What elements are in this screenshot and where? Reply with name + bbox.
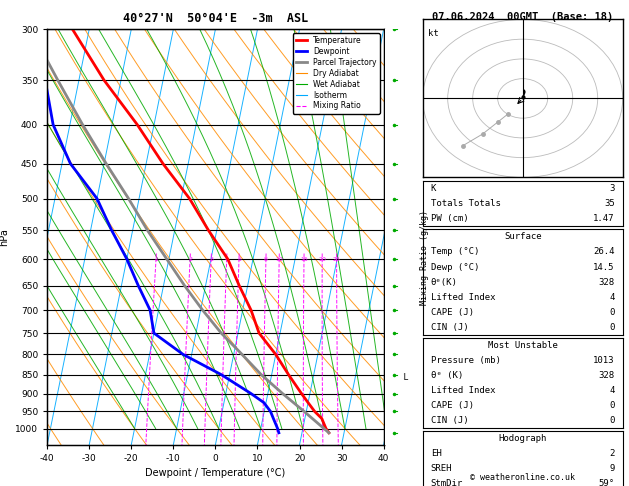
Text: 25: 25: [333, 257, 340, 261]
Text: 0: 0: [610, 323, 615, 332]
Text: Most Unstable: Most Unstable: [487, 341, 558, 350]
Text: 59°: 59°: [599, 479, 615, 486]
Text: 0: 0: [610, 308, 615, 317]
Text: © weatheronline.co.uk: © weatheronline.co.uk: [470, 473, 575, 482]
Text: 40°27'N  50°04'E  -3m  ASL: 40°27'N 50°04'E -3m ASL: [123, 12, 308, 25]
Text: 4: 4: [610, 293, 615, 302]
Text: 2: 2: [610, 449, 615, 458]
Text: K: K: [431, 184, 436, 193]
Text: Dewp (°C): Dewp (°C): [431, 262, 479, 272]
Text: 5: 5: [237, 257, 241, 261]
Text: 0: 0: [610, 416, 615, 425]
Text: 0: 0: [610, 401, 615, 410]
Text: Surface: Surface: [504, 232, 542, 242]
Text: EH: EH: [431, 449, 442, 458]
Text: CIN (J): CIN (J): [431, 323, 469, 332]
X-axis label: Dewpoint / Temperature (°C): Dewpoint / Temperature (°C): [145, 469, 286, 478]
Text: θᵉ (K): θᵉ (K): [431, 371, 463, 380]
Text: 14.5: 14.5: [593, 262, 615, 272]
Text: 3: 3: [209, 257, 213, 261]
Text: SREH: SREH: [431, 464, 452, 473]
Text: 15: 15: [300, 257, 308, 261]
Text: 328: 328: [599, 371, 615, 380]
Text: 07.06.2024  00GMT  (Base: 18): 07.06.2024 00GMT (Base: 18): [432, 12, 613, 22]
Text: 1.47: 1.47: [593, 214, 615, 224]
Y-axis label: hPa: hPa: [0, 228, 9, 246]
Text: StmDir: StmDir: [431, 479, 463, 486]
Text: CAPE (J): CAPE (J): [431, 401, 474, 410]
Text: 20: 20: [318, 257, 326, 261]
Text: 3: 3: [610, 184, 615, 193]
Text: PW (cm): PW (cm): [431, 214, 469, 224]
Text: CIN (J): CIN (J): [431, 416, 469, 425]
Text: Lifted Index: Lifted Index: [431, 386, 495, 395]
Text: kt: kt: [428, 29, 438, 38]
Text: 4: 4: [610, 386, 615, 395]
Text: Hodograph: Hodograph: [499, 434, 547, 443]
Text: 1013: 1013: [593, 356, 615, 365]
Text: Temp (°C): Temp (°C): [431, 247, 479, 257]
Text: 9: 9: [610, 464, 615, 473]
Text: 4: 4: [225, 257, 229, 261]
Text: 2: 2: [188, 257, 192, 261]
Text: Pressure (mb): Pressure (mb): [431, 356, 501, 365]
Text: Lifted Index: Lifted Index: [431, 293, 495, 302]
Text: 10: 10: [276, 257, 283, 261]
Text: Mixing Ratio (g/kg): Mixing Ratio (g/kg): [420, 210, 429, 305]
Text: 8: 8: [264, 257, 268, 261]
Text: CAPE (J): CAPE (J): [431, 308, 474, 317]
Text: 328: 328: [599, 278, 615, 287]
Y-axis label: km
ASL: km ASL: [430, 237, 447, 256]
Text: 35: 35: [604, 199, 615, 208]
Text: Totals Totals: Totals Totals: [431, 199, 501, 208]
Legend: Temperature, Dewpoint, Parcel Trajectory, Dry Adiabat, Wet Adiabat, Isotherm, Mi: Temperature, Dewpoint, Parcel Trajectory…: [292, 33, 380, 114]
Text: 1: 1: [154, 257, 158, 261]
Text: 26.4: 26.4: [593, 247, 615, 257]
Text: θᵉ(K): θᵉ(K): [431, 278, 457, 287]
